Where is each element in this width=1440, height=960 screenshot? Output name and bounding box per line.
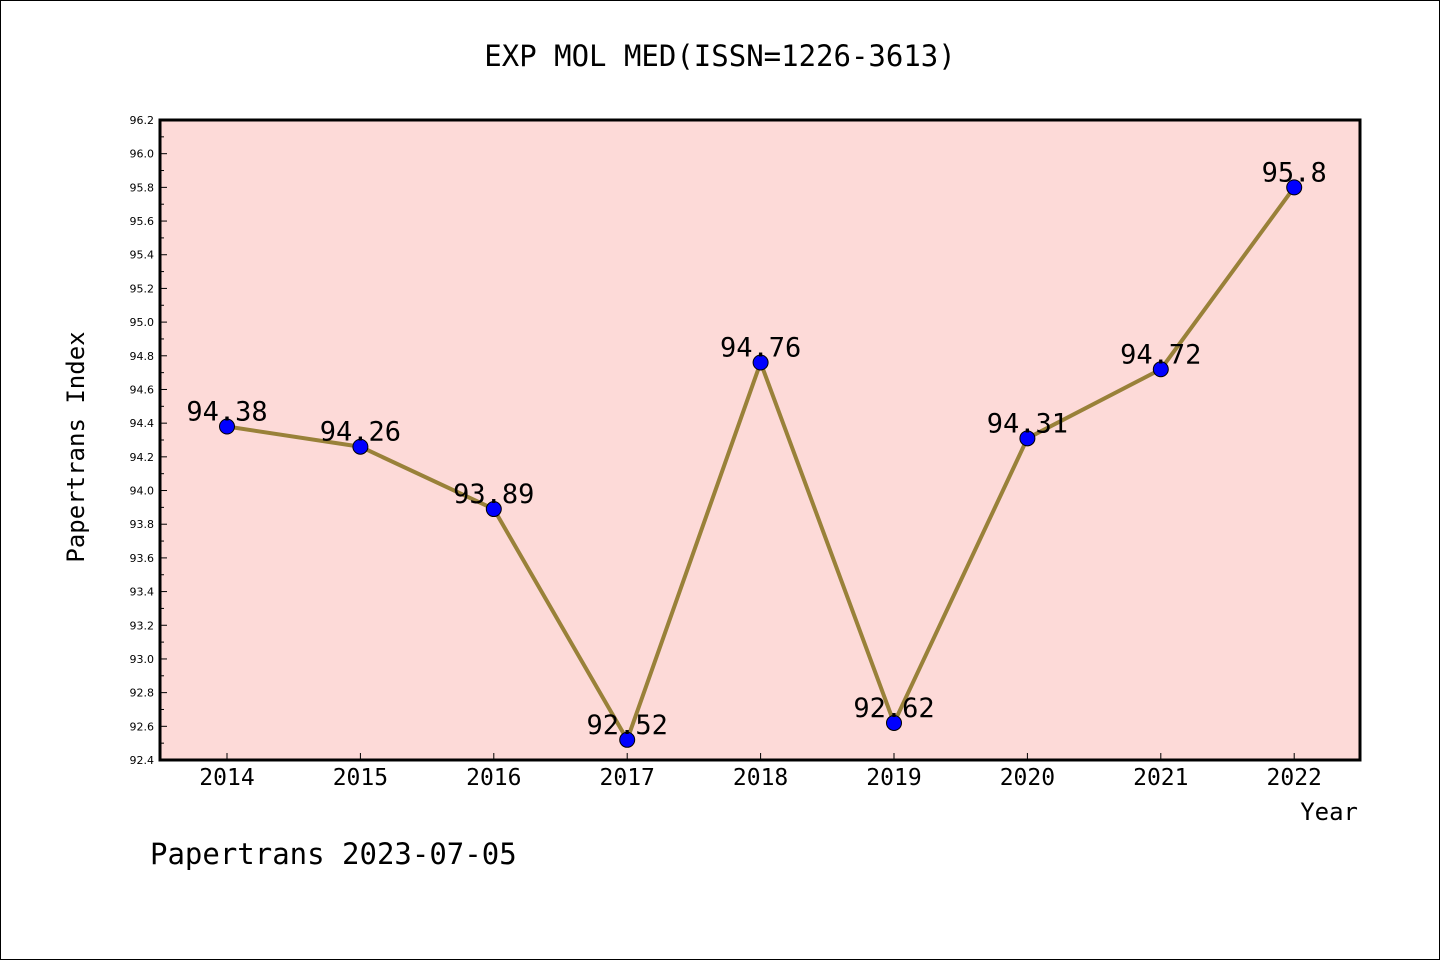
y-tick-label: 93.8 [130, 518, 155, 531]
y-tick-label: 92.6 [130, 720, 155, 733]
data-label: 94.26 [320, 417, 401, 448]
data-point-marker [219, 418, 235, 435]
data-point-marker [1019, 430, 1036, 447]
x-tick-label: 2021 [1133, 765, 1188, 791]
y-tick-label: 95.8 [130, 181, 155, 194]
y-tick-label: 93.2 [130, 619, 155, 632]
y-tick-label: 94.0 [130, 485, 155, 498]
y-axis-label: Papertrans Index [62, 331, 90, 562]
data-point-marker [752, 354, 769, 371]
x-tick-label: 2017 [600, 765, 655, 791]
x-tick-label: 2019 [866, 765, 921, 791]
data-point-marker [886, 714, 902, 731]
y-tick-label: 96.2 [130, 114, 155, 127]
y-tick-label: 92.4 [130, 754, 155, 767]
y-tick-label: 93.0 [130, 653, 155, 666]
x-tick-label: 2018 [733, 765, 788, 791]
y-tick-label: 94.6 [130, 383, 155, 396]
data-point-marker [619, 731, 636, 748]
x-tick-label: 2020 [1000, 765, 1055, 791]
y-tick-label: 96.0 [130, 148, 155, 161]
data-point-marker [485, 501, 502, 518]
data-label: 94.76 [720, 333, 801, 364]
y-tick-label: 95.4 [130, 249, 155, 262]
footer-text: Papertrans 2023-07-05 [150, 837, 517, 871]
y-tick-label: 94.2 [130, 451, 155, 464]
chart-title: EXP MOL MED(ISSN=1226-3613) [484, 39, 955, 73]
x-axis-label: Year [1300, 798, 1358, 826]
y-axis-ticks: 92.4 92.6 92.8 93.0 93.2 93.4 93.6 93.8 94.0 94.2… [130, 114, 167, 767]
x-tick-label: 2015 [333, 765, 388, 791]
x-tick-label: 2014 [199, 765, 254, 791]
y-tick-label: 95.6 [130, 215, 155, 228]
x-axis-ticks: 2014 2015 2016 2017 2018 2019 2020 2021 2022 [199, 753, 1322, 791]
x-tick-label: 2022 [1267, 765, 1322, 791]
data-label: 94.38 [186, 397, 267, 428]
data-label: 92.52 [587, 710, 668, 741]
data-label: 94.31 [987, 408, 1068, 439]
y-tick-label: 94.8 [130, 350, 155, 363]
y-tick-label: 93.4 [130, 586, 155, 599]
data-point-marker [1286, 179, 1303, 196]
y-tick-label: 94.4 [130, 417, 155, 430]
x-tick-label: 2016 [466, 765, 521, 791]
data-label: 92.62 [853, 693, 934, 724]
data-labels: 94.38 94.26 93.89 92.52 94.76 92.62 94.31 94.72… [186, 157, 1326, 740]
data-markers [219, 179, 1303, 748]
data-label: 95.8 [1262, 157, 1327, 188]
y-tick-label: 95.0 [130, 316, 155, 329]
data-label: 94.72 [1120, 339, 1201, 370]
data-point-marker [352, 438, 369, 455]
y-tick-label: 95.2 [130, 282, 155, 295]
data-label: 93.89 [453, 479, 534, 510]
data-point-marker [1152, 361, 1169, 378]
y-tick-label: 92.8 [130, 687, 155, 700]
y-tick-label: 93.6 [130, 552, 155, 565]
